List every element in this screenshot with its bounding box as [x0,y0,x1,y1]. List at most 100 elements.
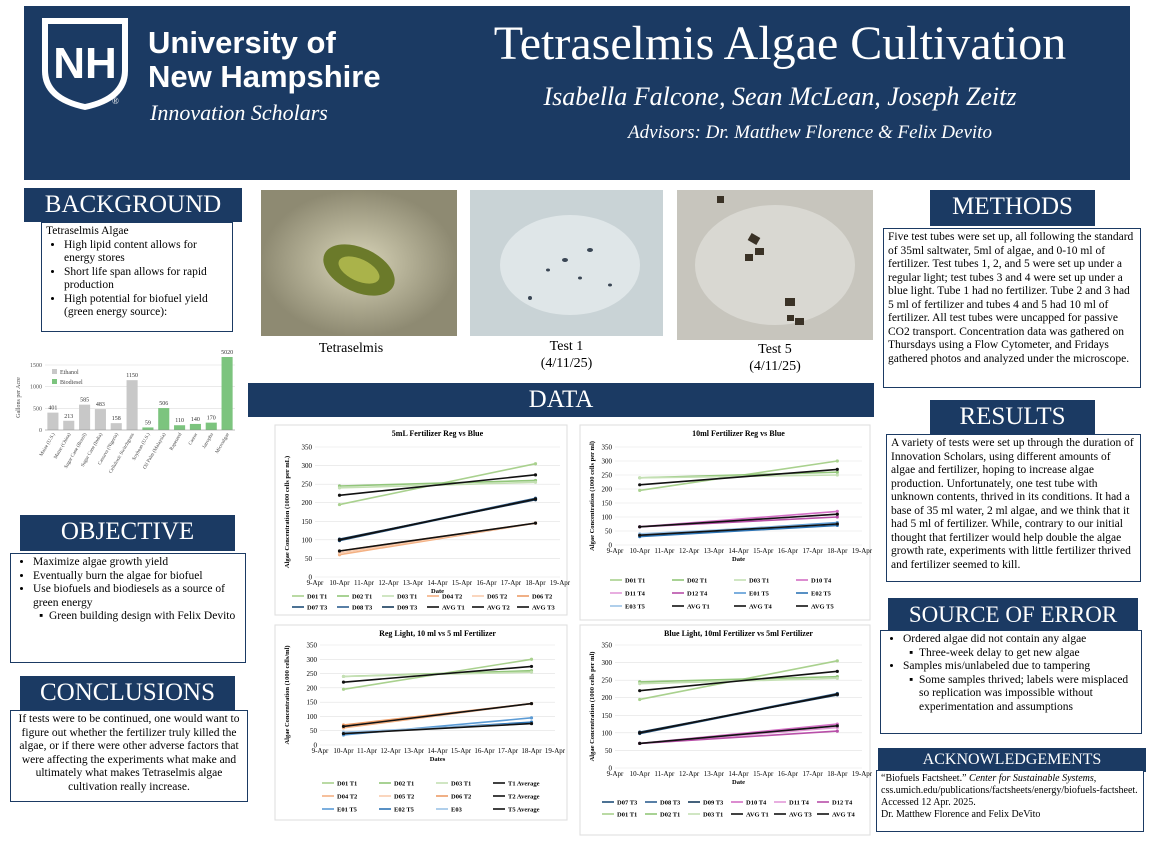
bar [205,422,217,430]
legend-label: D07 T3 [617,800,638,807]
y-tick-label: 250 [602,472,613,480]
x-tick-label: 17-Apr [802,770,823,778]
x-tick-label: 13-Apr [704,547,725,555]
legend-label: D01 T1 [617,812,637,819]
chart-frame [579,624,871,836]
chart-title: 5mL Fertilizer Reg vs Blue [392,429,484,438]
legend-label: D01 T1 [625,578,645,585]
x-tick-label: Jatropha [202,432,215,450]
series-line [343,722,532,735]
caption-line: Test 5 [758,342,792,357]
y-tick-label: 0 [309,574,313,582]
y-tick-label: 300 [602,659,613,667]
series-line [339,474,536,497]
legend-label: AVG T3 [532,605,555,612]
legend-label: E03 T5 [625,604,646,611]
legend-label: D09 T3 [397,605,418,612]
series-line [639,675,838,683]
y-tick-label: 200 [302,499,313,507]
x-tick-label: 17-Apr [498,747,519,755]
x-tick-label: 15-Apr [753,770,774,778]
sub-bullet: Three-week delay to get new algae [919,647,1137,661]
value-label: 158 [112,416,121,422]
x-tick-label: 12-Apr [679,547,700,555]
x-tick-label: 19-Apr [545,747,566,755]
series-line [343,665,532,683]
x-tick-label: 13-Apr [403,579,424,587]
x-tick-label: 16-Apr [474,747,495,755]
header [24,6,1130,180]
data-point [835,512,839,516]
y-axis-title: Gallons per Acre [16,377,22,418]
x-tick-label: 9-Apr [607,770,624,778]
series-line [339,462,536,506]
x-tick-label: 9-Apr [307,579,324,587]
bar [221,357,233,430]
data-point [835,729,839,733]
data-point [835,515,839,519]
x-tick-label: 12-Apr [378,579,399,587]
section-heading: METHODS [930,190,1095,226]
y-axis-title: Algae Concentration (1000 cells per mL) [284,456,291,568]
data-point [341,674,346,679]
x-tick-label: 16-Apr [778,547,799,555]
legend-label: Biodiesel [60,380,83,386]
legend-label: D01 T1 [337,781,357,788]
x-axis-title: Date [732,779,745,786]
x-tick-label: 16-Apr [778,770,799,778]
data-point [835,676,839,680]
bar [158,408,170,430]
conclusions-box: If tests were to be continued, one would… [10,710,248,802]
data-point [533,462,538,466]
chart-title: Blue Light, 10ml Fertilizer vs 5ml Ferti… [664,629,813,638]
series-line [639,660,838,701]
y-tick-label: 50 [605,528,613,536]
caption-date: (4/11/25) [540,356,593,371]
y-tick-label: 1500 [30,363,42,369]
x-tick-label: 10-Apr [333,747,354,755]
x-tick-label: 10-Apr [329,579,350,587]
y-tick-label: 0 [314,742,318,750]
x-tick-label: 18-Apr [827,770,848,778]
value-label: 1150 [126,373,138,379]
data-point [638,483,642,487]
bar [126,380,138,430]
university-line: New Hampshire [148,59,381,94]
data-point [835,659,839,663]
data-point [638,731,642,735]
data-point [337,538,342,542]
bar [110,423,122,430]
legend-label: D10 T4 [746,800,767,807]
data-point [835,459,839,463]
y-axis-title: Algae Concentration (1000 cells per ml) [589,652,596,762]
data-point [835,467,839,471]
data-point [533,497,538,501]
citation: , css.umich.edu/publications/factsheets/… [881,773,1138,808]
data-point [533,521,538,525]
data-point [337,493,342,497]
x-tick-label: 10-Apr [630,547,651,555]
x-tick-label: 13-Apr [704,770,725,778]
legend-label: E01 T5 [749,591,770,598]
x-tick-label: 14-Apr [427,579,448,587]
data-point [835,669,839,673]
x-axis-title: Date [431,588,444,595]
ack-box: “Biofuels Factsheet.” Center for Sustain… [876,770,1144,832]
value-label: 483 [96,402,105,408]
series-line [343,702,532,728]
legend-label: D03 T1 [397,594,417,601]
citation-source: Center for Sustainable Systems [969,773,1094,784]
x-axis-title: Date [732,556,745,563]
bullet: Ordered algae did not contain any algae [903,633,1137,647]
y-tick-label: 300 [302,462,313,470]
legend-label: D11 T4 [789,800,810,807]
legend-label: T5 Average [508,807,540,814]
legend-label: D06 T2 [451,794,471,801]
results-box: A variety of tests were set up through t… [886,434,1141,582]
legend-label: E02 T5 [394,807,415,814]
bullet: Short life span allows for rapid product… [64,266,228,293]
x-tick-label: 15-Apr [451,747,472,755]
y-tick-label: 150 [602,712,613,720]
value-label: 140 [191,417,200,423]
y-tick-label: 200 [602,486,613,494]
